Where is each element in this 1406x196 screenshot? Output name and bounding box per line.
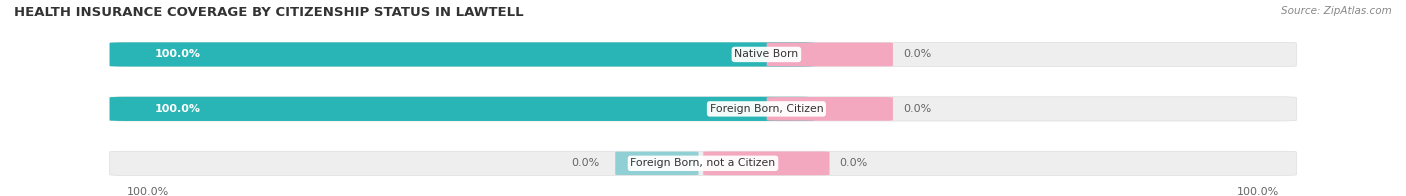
Text: 100.0%: 100.0%	[127, 187, 169, 196]
Text: Native Born: Native Born	[734, 49, 799, 59]
Text: 0.0%: 0.0%	[571, 158, 599, 168]
Text: 0.0%: 0.0%	[903, 49, 931, 59]
Text: Foreign Born, not a Citizen: Foreign Born, not a Citizen	[630, 158, 776, 168]
Text: 100.0%: 100.0%	[1237, 187, 1279, 196]
Text: 100.0%: 100.0%	[155, 49, 201, 59]
FancyBboxPatch shape	[110, 97, 814, 121]
FancyBboxPatch shape	[616, 152, 699, 175]
FancyBboxPatch shape	[110, 151, 1296, 175]
FancyBboxPatch shape	[110, 42, 814, 66]
Text: 100.0%: 100.0%	[155, 104, 201, 114]
Text: Foreign Born, Citizen: Foreign Born, Citizen	[710, 104, 824, 114]
FancyBboxPatch shape	[766, 97, 893, 121]
Text: 0.0%: 0.0%	[903, 104, 931, 114]
FancyBboxPatch shape	[766, 43, 893, 66]
Text: Source: ZipAtlas.com: Source: ZipAtlas.com	[1281, 6, 1392, 16]
Text: HEALTH INSURANCE COVERAGE BY CITIZENSHIP STATUS IN LAWTELL: HEALTH INSURANCE COVERAGE BY CITIZENSHIP…	[14, 6, 523, 19]
FancyBboxPatch shape	[110, 97, 1296, 121]
Text: 0.0%: 0.0%	[839, 158, 868, 168]
FancyBboxPatch shape	[110, 42, 1296, 66]
FancyBboxPatch shape	[703, 152, 830, 175]
